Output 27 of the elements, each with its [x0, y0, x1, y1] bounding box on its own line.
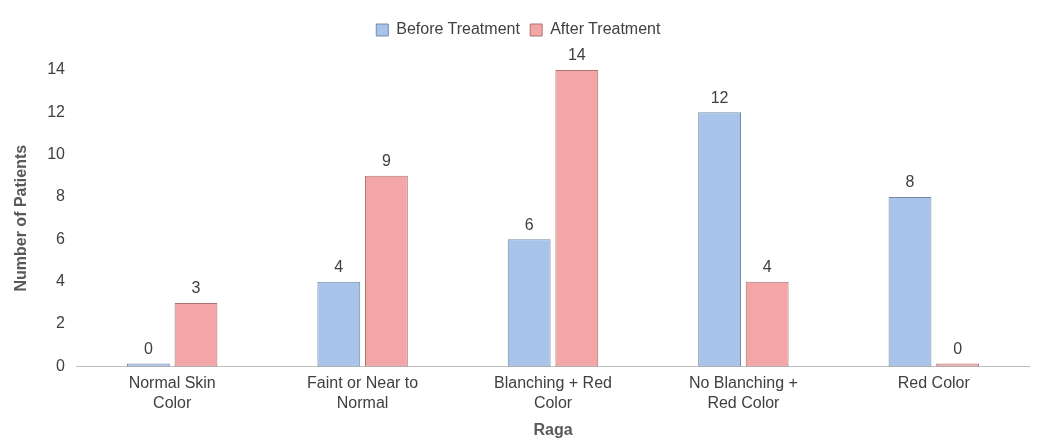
data-label: 0 [143, 339, 153, 357]
x-axis-title: Raga [533, 420, 573, 438]
data-label: 12 [710, 88, 729, 106]
y-axis-title: Number of Patients [12, 144, 30, 292]
x-tick-label: Red Color [897, 374, 971, 392]
data-label: 4 [334, 258, 344, 276]
legend-label: Before Treatment [396, 20, 521, 38]
data-label: 14 [567, 46, 586, 64]
y-tick-label: 0 [56, 356, 66, 374]
x-tick-label: Normal Skin Color [128, 374, 216, 411]
data-label: 9 [381, 152, 391, 170]
y-tick-label: 12 [47, 102, 66, 120]
data-label: 0 [953, 339, 963, 357]
y-tick-label: 10 [47, 145, 66, 163]
x-tick-label: Faint or Near to Normal [307, 374, 419, 411]
x-tick-label: No Blanching + Red Color [688, 374, 798, 411]
y-tick-label: 8 [56, 187, 66, 205]
x-tick-label: Blanching + Red Color [494, 374, 612, 411]
y-tick-label: 4 [56, 272, 66, 290]
legend-label: After Treatment [550, 20, 661, 38]
data-label: 4 [762, 258, 772, 276]
y-tick-label: 14 [47, 60, 66, 78]
data-label: 8 [905, 173, 915, 191]
y-tick-label: 2 [56, 314, 66, 332]
y-tick-label: 6 [56, 229, 66, 247]
data-label: 6 [524, 215, 534, 233]
data-label: 3 [191, 279, 201, 297]
